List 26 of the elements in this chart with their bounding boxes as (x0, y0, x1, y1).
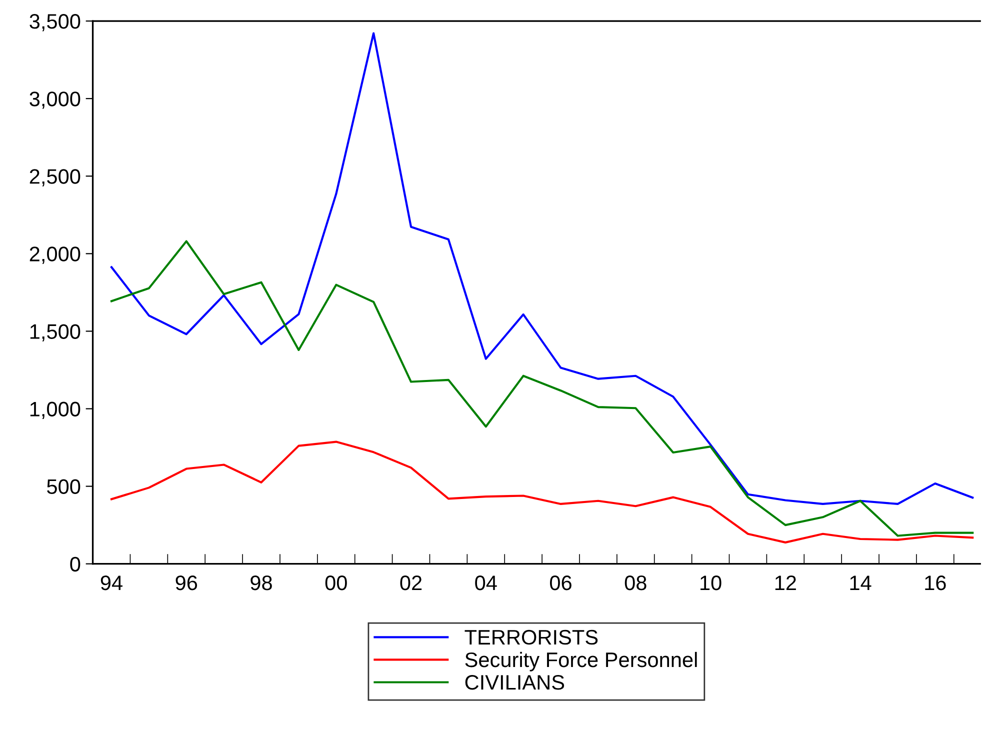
x-tick-label: 08 (624, 575, 646, 590)
x-tick-label: 14 (850, 576, 872, 590)
line-series (110, 440, 974, 544)
x-tick-label: 96 (176, 575, 198, 590)
y-tick-label: 2,000 (30, 246, 80, 264)
x-tick-label: 00 (325, 575, 347, 590)
x-tick-label: 12 (775, 575, 796, 590)
y-tick-label: 1,000 (30, 402, 80, 419)
x-tick-label: 04 (475, 575, 497, 590)
x-tick-label: 06 (550, 575, 572, 590)
legend-label: CIVILIANS (465, 674, 564, 690)
y-tick-label: 3,000 (30, 92, 80, 109)
y-tick-label: 0 (70, 556, 80, 572)
y-tick-label: 2,500 (30, 169, 80, 186)
x-tick-label: 10 (700, 575, 722, 590)
y-tick-label: 1,500 (30, 324, 80, 342)
x-tick-label: 98 (250, 575, 272, 590)
x-tick-label: 02 (400, 575, 422, 590)
legend-label: Security Force Personnel (465, 652, 697, 672)
legend-label: TERRORISTS (464, 630, 598, 645)
line-series (110, 240, 974, 537)
x-tick-label: 16 (925, 575, 946, 590)
y-tick-label: 500 (47, 479, 80, 494)
x-tick-label: 94 (100, 575, 122, 590)
line-series (110, 32, 974, 506)
y-tick-label: 3,500 (30, 14, 80, 32)
